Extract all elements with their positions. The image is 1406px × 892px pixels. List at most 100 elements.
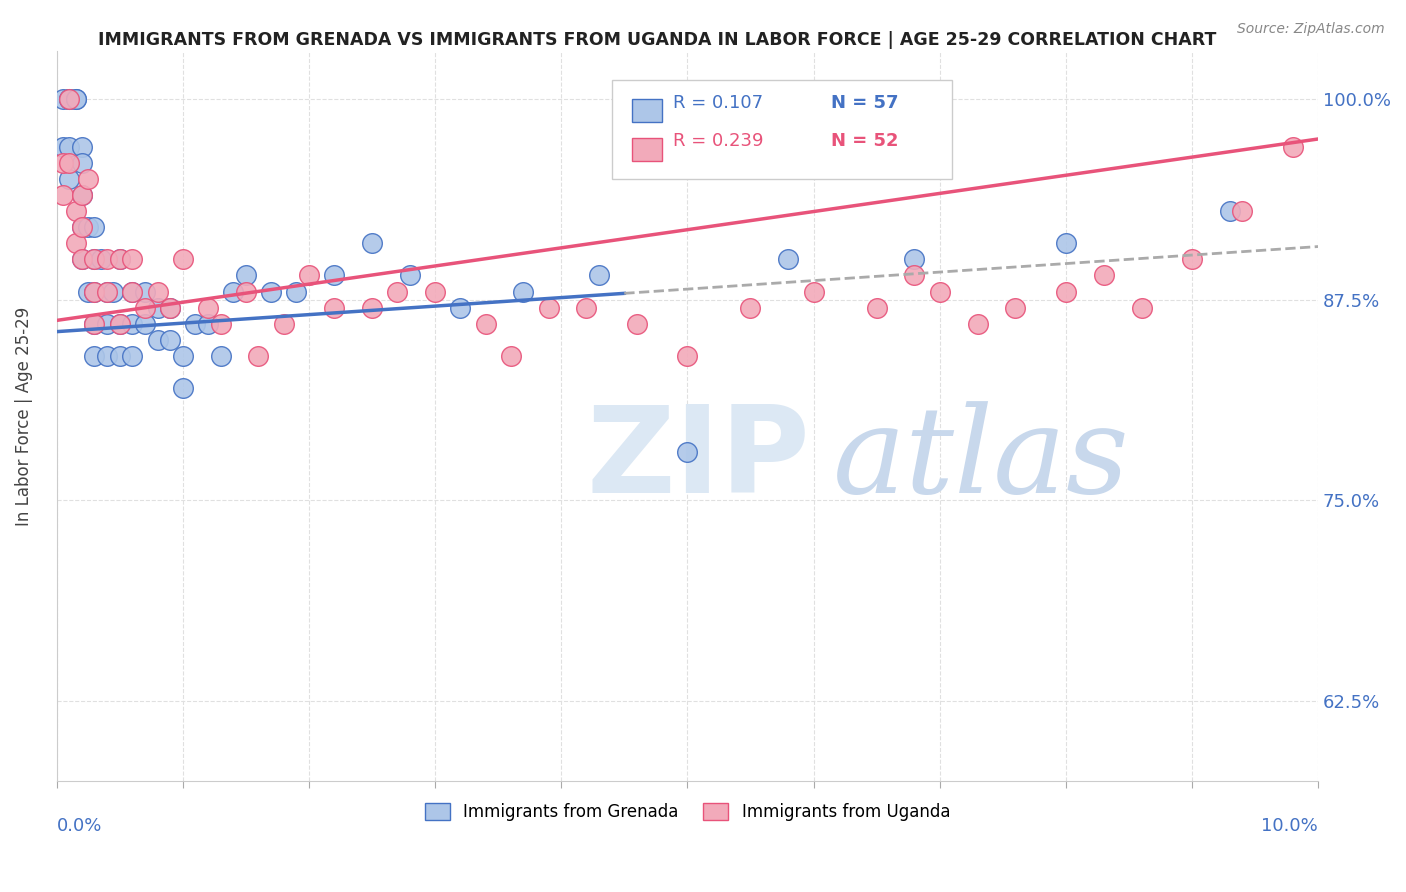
Point xyxy=(803,285,825,299)
Point xyxy=(52,188,75,202)
Point xyxy=(323,268,346,283)
Point xyxy=(1054,236,1077,251)
Point xyxy=(121,349,143,363)
Point xyxy=(134,285,156,299)
Point xyxy=(121,285,143,299)
Point xyxy=(65,92,87,106)
Point xyxy=(575,301,598,315)
Point xyxy=(1130,301,1153,315)
Point xyxy=(184,317,207,331)
Point xyxy=(146,333,169,347)
Point xyxy=(398,268,420,283)
Point xyxy=(361,301,384,315)
Point xyxy=(121,317,143,331)
Text: Source: ZipAtlas.com: Source: ZipAtlas.com xyxy=(1237,22,1385,37)
Point xyxy=(146,301,169,315)
Point xyxy=(83,252,105,267)
Point xyxy=(58,140,80,154)
Point xyxy=(1232,204,1254,219)
Point xyxy=(70,252,93,267)
Point xyxy=(83,285,105,299)
Point xyxy=(77,285,100,299)
Point xyxy=(108,252,131,267)
Point xyxy=(83,349,105,363)
Point xyxy=(108,349,131,363)
Y-axis label: In Labor Force | Age 25-29: In Labor Force | Age 25-29 xyxy=(15,306,32,525)
Point xyxy=(1054,285,1077,299)
Point xyxy=(70,156,93,170)
Point xyxy=(260,285,283,299)
Point xyxy=(83,220,105,235)
Point xyxy=(740,301,762,315)
Text: R = 0.239: R = 0.239 xyxy=(673,131,763,150)
Point xyxy=(222,285,245,299)
Point xyxy=(70,220,93,235)
Text: 10.0%: 10.0% xyxy=(1261,816,1319,835)
Point xyxy=(966,317,988,331)
Point xyxy=(197,301,219,315)
Point xyxy=(1004,301,1026,315)
Text: N = 52: N = 52 xyxy=(831,131,898,150)
Point xyxy=(77,172,100,186)
Legend: Immigrants from Grenada, Immigrants from Uganda: Immigrants from Grenada, Immigrants from… xyxy=(418,797,957,828)
Point xyxy=(235,285,257,299)
Point xyxy=(449,301,471,315)
Point xyxy=(134,317,156,331)
Point xyxy=(588,268,610,283)
Point xyxy=(121,285,143,299)
Point xyxy=(423,285,446,299)
FancyBboxPatch shape xyxy=(612,80,952,178)
Point xyxy=(172,349,194,363)
Point xyxy=(108,317,131,331)
Point xyxy=(108,317,131,331)
Point xyxy=(903,252,925,267)
FancyBboxPatch shape xyxy=(631,99,662,122)
Point xyxy=(285,285,308,299)
Point xyxy=(96,317,118,331)
Point xyxy=(1282,140,1305,154)
Point xyxy=(70,188,93,202)
Point xyxy=(52,92,75,106)
Point xyxy=(323,301,346,315)
Point xyxy=(58,92,80,106)
Point xyxy=(676,349,699,363)
Point xyxy=(626,317,648,331)
Point xyxy=(387,285,409,299)
Point xyxy=(83,285,105,299)
Point xyxy=(676,445,699,459)
Point xyxy=(361,236,384,251)
Point xyxy=(1092,268,1115,283)
Text: 0.0%: 0.0% xyxy=(56,816,103,835)
Point xyxy=(537,301,560,315)
Point xyxy=(65,204,87,219)
FancyBboxPatch shape xyxy=(631,137,662,161)
Point xyxy=(83,317,105,331)
Point xyxy=(70,220,93,235)
Point xyxy=(159,301,181,315)
Point xyxy=(103,285,125,299)
Point xyxy=(134,301,156,315)
Point xyxy=(65,92,87,106)
Point xyxy=(172,381,194,395)
Point xyxy=(197,317,219,331)
Point xyxy=(77,220,100,235)
Point xyxy=(1181,252,1204,267)
Point xyxy=(70,140,93,154)
Point xyxy=(499,349,522,363)
Text: R = 0.107: R = 0.107 xyxy=(673,94,763,112)
Point xyxy=(52,140,75,154)
Point xyxy=(1219,204,1241,219)
Text: N = 57: N = 57 xyxy=(831,94,898,112)
Point xyxy=(121,252,143,267)
Text: atlas: atlas xyxy=(832,401,1129,518)
Point xyxy=(96,349,118,363)
Point xyxy=(65,236,87,251)
Point xyxy=(96,252,118,267)
Point xyxy=(159,301,181,315)
Point xyxy=(512,285,534,299)
Point xyxy=(474,317,496,331)
Point xyxy=(70,188,93,202)
Point xyxy=(209,317,232,331)
Point xyxy=(70,252,93,267)
Text: ZIP: ZIP xyxy=(586,401,810,518)
